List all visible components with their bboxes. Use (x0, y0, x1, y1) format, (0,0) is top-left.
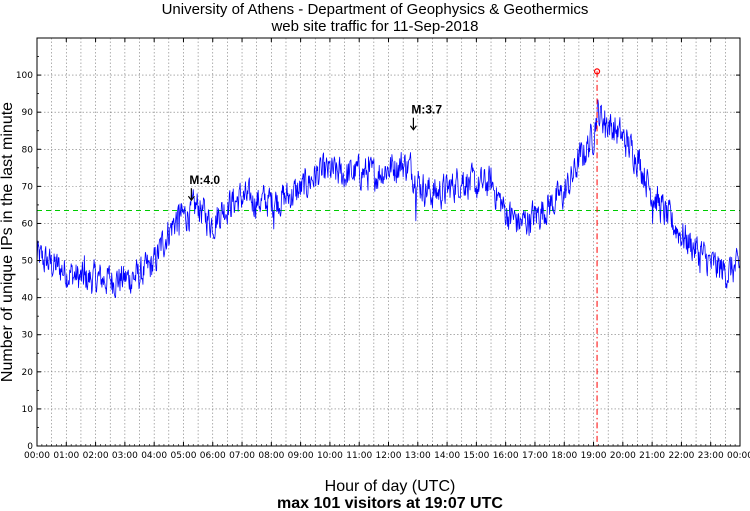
chart-subtitle: web site traffic for 11-Sep-2018 (270, 18, 478, 35)
y-tick-label: 60 (22, 219, 34, 229)
y-tick-label: 40 (22, 294, 34, 304)
y-tick-label: 70 (22, 182, 34, 192)
x-tick-label: 20:00 (610, 451, 636, 461)
x-tick-label: 17:00 (522, 451, 548, 461)
y-tick-label: 10 (22, 405, 34, 415)
grid (37, 38, 740, 446)
y-tick-label: 0 (27, 442, 33, 452)
earthquake-annotation-label: M:3.7 (411, 103, 442, 117)
traffic-series-line (36, 99, 741, 298)
chart-title: University of Athens - Department of Geo… (162, 1, 589, 18)
y-axis-ticks: 0 10 20 30 40 50 60 70 80 90 100 (16, 56, 740, 452)
x-tick-label: 08:00 (258, 451, 284, 461)
x-tick-label: 01:00 (53, 451, 79, 461)
x-tick-label: 06:00 (200, 451, 226, 461)
annotation-arrow-head (187, 195, 195, 202)
y-tick-label: 100 (16, 71, 33, 81)
x-tick-label: 16:00 (493, 451, 519, 461)
max-marker-layer (593, 68, 601, 446)
x-tick-label: 02:00 (83, 451, 109, 461)
x-tick-label: 15:00 (463, 451, 489, 461)
x-tick-label: 05:00 (170, 451, 196, 461)
x-axis-ticks: 00:00 01:00 02:00 03:00 04:00 05:00 06:00 07:00… (24, 38, 750, 461)
series-layer (36, 99, 741, 298)
x-tick-label: 09:00 (288, 451, 314, 461)
max-point-marker (593, 68, 601, 75)
annotation-layer: M:4.0 M:3.7 (187, 103, 442, 202)
x-axis-label: Hour of day (UTC) (325, 478, 456, 495)
x-tick-label: 11:00 (346, 451, 372, 461)
y-tick-label: 20 (22, 368, 34, 378)
y-axis-label: Number of unique IPs in the last minute (0, 102, 16, 382)
annotation-arrow-head (409, 125, 417, 131)
max-visitors-caption: max 101 visitors at 19:07 UTC (277, 495, 503, 511)
earthquake-annotation-label: M:4.0 (189, 173, 220, 187)
y-tick-label: 30 (22, 331, 34, 341)
y-tick-label: 90 (22, 108, 34, 118)
y-tick-label: 80 (22, 145, 34, 155)
x-tick-label: 04:00 (141, 451, 167, 461)
x-tick-label: 00:00 (24, 451, 50, 461)
x-tick-label: 07:00 (229, 451, 255, 461)
x-tick-label: 14:00 (434, 451, 460, 461)
x-tick-label: 03:00 (112, 451, 138, 461)
x-tick-label: 18:00 (551, 451, 577, 461)
x-tick-label: 13:00 (405, 451, 431, 461)
x-tick-label: 22:00 (668, 451, 694, 461)
x-tick-label: 21:00 (639, 451, 665, 461)
y-tick-label: 50 (22, 257, 34, 267)
x-tick-label: 10:00 (317, 451, 343, 461)
x-tick-label: 12:00 (376, 451, 402, 461)
x-tick-label: 00:00 (727, 451, 750, 461)
x-tick-label: 23:00 (698, 451, 724, 461)
x-tick-label: 19:00 (581, 451, 607, 461)
